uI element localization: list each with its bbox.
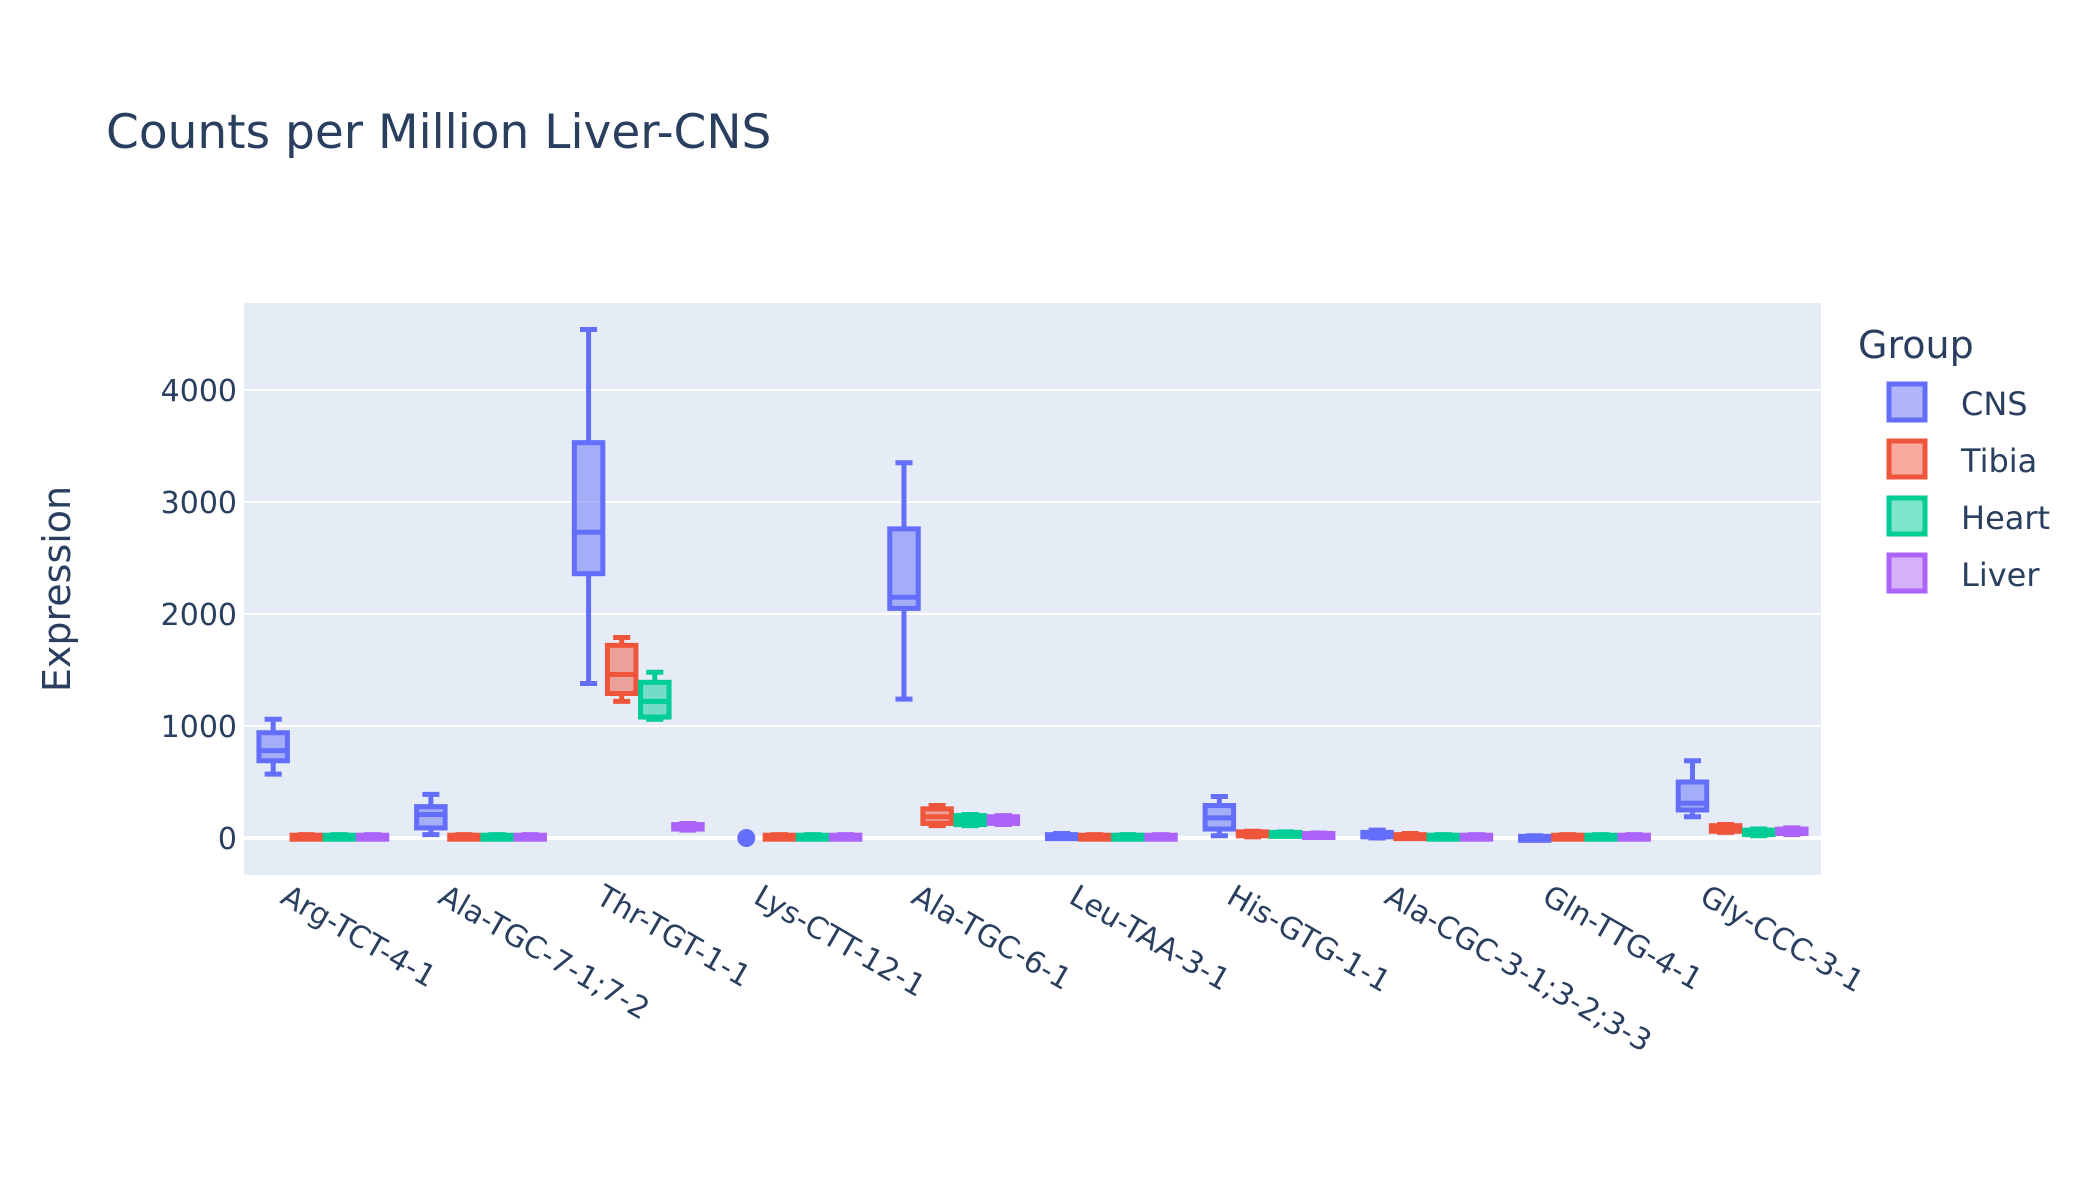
legend-swatch bbox=[1886, 381, 1928, 423]
legend-swatch bbox=[1886, 438, 1928, 480]
box-body bbox=[256, 730, 290, 764]
box-body bbox=[1675, 779, 1710, 813]
box-liver bbox=[1775, 825, 1809, 838]
plot-area bbox=[244, 303, 1821, 875]
box-liver bbox=[1459, 832, 1494, 842]
box-body bbox=[571, 440, 606, 577]
legend-label: Heart bbox=[1961, 499, 2050, 537]
legend-swatch bbox=[1886, 552, 1928, 594]
box-cns bbox=[1675, 758, 1710, 820]
x-axis-ticks: Arg-TCT-4-1Ala-TGC-7-1;7-2Thr-TGT-1-1Lys… bbox=[275, 878, 1870, 1059]
box-liver bbox=[355, 832, 390, 842]
box-series-layer bbox=[256, 327, 1809, 847]
y-tick-label: 0 bbox=[218, 822, 237, 857]
box-liver bbox=[513, 832, 547, 842]
legend-label: Tibia bbox=[1960, 442, 2037, 480]
y-tick-label: 1000 bbox=[161, 710, 237, 745]
y-axis-title: Expression bbox=[35, 486, 79, 692]
y-tick-label: 3000 bbox=[161, 486, 237, 521]
box-heart bbox=[1584, 832, 1618, 842]
box-liver bbox=[986, 813, 1021, 828]
legend-item-heart[interactable]: Heart bbox=[1886, 495, 2050, 537]
box-heart bbox=[1111, 832, 1145, 842]
box-tibia bbox=[1708, 822, 1743, 835]
legend-items[interactable]: CNS Tibia Heart Liver bbox=[1886, 381, 2050, 594]
box-tibia bbox=[604, 635, 639, 704]
box-cns bbox=[1044, 831, 1079, 842]
box-heart bbox=[1741, 826, 1776, 839]
chart-title: Counts per Million Liver-CNS bbox=[106, 105, 771, 160]
legend-label: CNS bbox=[1961, 385, 2028, 423]
box-cns bbox=[887, 460, 921, 702]
box-tibia bbox=[920, 803, 954, 829]
box-liver bbox=[1144, 832, 1178, 842]
box-heart bbox=[953, 811, 987, 829]
box-cns bbox=[1360, 827, 1394, 841]
y-tick-label: 2000 bbox=[161, 598, 237, 633]
legend-item-tibia[interactable]: Tibia bbox=[1886, 438, 2037, 480]
x-tick-label: Lys-CTT-12-1 bbox=[748, 879, 931, 1005]
box-heart bbox=[480, 832, 514, 842]
legend[interactable]: Group CNS Tibia Heart Liver bbox=[1858, 323, 2050, 594]
box-liver bbox=[1617, 832, 1651, 842]
series-liver bbox=[355, 813, 1809, 842]
box-tibia bbox=[1078, 832, 1112, 842]
y-tick-label: 4000 bbox=[161, 374, 237, 409]
box-tibia bbox=[1235, 828, 1270, 840]
box-body bbox=[604, 642, 639, 697]
x-tick-label: Arg-TCT-4-1 bbox=[275, 879, 442, 995]
box-liver bbox=[828, 832, 863, 842]
box-heart bbox=[322, 832, 357, 842]
box-cns bbox=[1202, 794, 1237, 839]
legend-item-liver[interactable]: Liver bbox=[1886, 552, 2040, 594]
box-tibia bbox=[1393, 831, 1427, 842]
x-tick-label: Ala-CGC-3-1;3-2;3-3 bbox=[1379, 879, 1657, 1060]
y-axis-ticks: 0 1000 2000 3000 4000 bbox=[161, 374, 237, 857]
outlier-point bbox=[737, 829, 756, 847]
legend-label: Liver bbox=[1961, 556, 2040, 594]
box-liver bbox=[1301, 830, 1336, 841]
box-tibia bbox=[762, 832, 797, 842]
box-cns bbox=[571, 327, 606, 686]
box-heart bbox=[1268, 829, 1303, 839]
box-tibia bbox=[1551, 832, 1585, 842]
legend-item-cns[interactable]: CNS bbox=[1886, 381, 2028, 423]
box-tibia bbox=[289, 832, 324, 842]
box-heart bbox=[795, 832, 830, 842]
x-tick-label: His-GTG-1-1 bbox=[1221, 879, 1396, 1000]
box-body bbox=[414, 804, 448, 831]
series-tibia bbox=[289, 635, 1743, 842]
x-tick-label: Gly-CCC-3-1 bbox=[1694, 879, 1869, 1000]
series-cns bbox=[256, 327, 1710, 843]
box-heart bbox=[638, 669, 672, 722]
box-cns bbox=[1518, 833, 1552, 843]
box-liver bbox=[671, 820, 705, 833]
x-tick-label: Leu-TAA-3-1 bbox=[1063, 879, 1235, 999]
box-heart bbox=[1426, 832, 1461, 842]
series-heart bbox=[322, 669, 1776, 842]
box-cns bbox=[414, 791, 448, 838]
box-cns bbox=[256, 716, 290, 777]
box-tibia bbox=[447, 832, 481, 842]
x-tick-label: Ala-TGC-6-1 bbox=[906, 879, 1077, 998]
legend-swatch bbox=[1886, 495, 1928, 537]
legend-title: Group bbox=[1858, 323, 1974, 367]
